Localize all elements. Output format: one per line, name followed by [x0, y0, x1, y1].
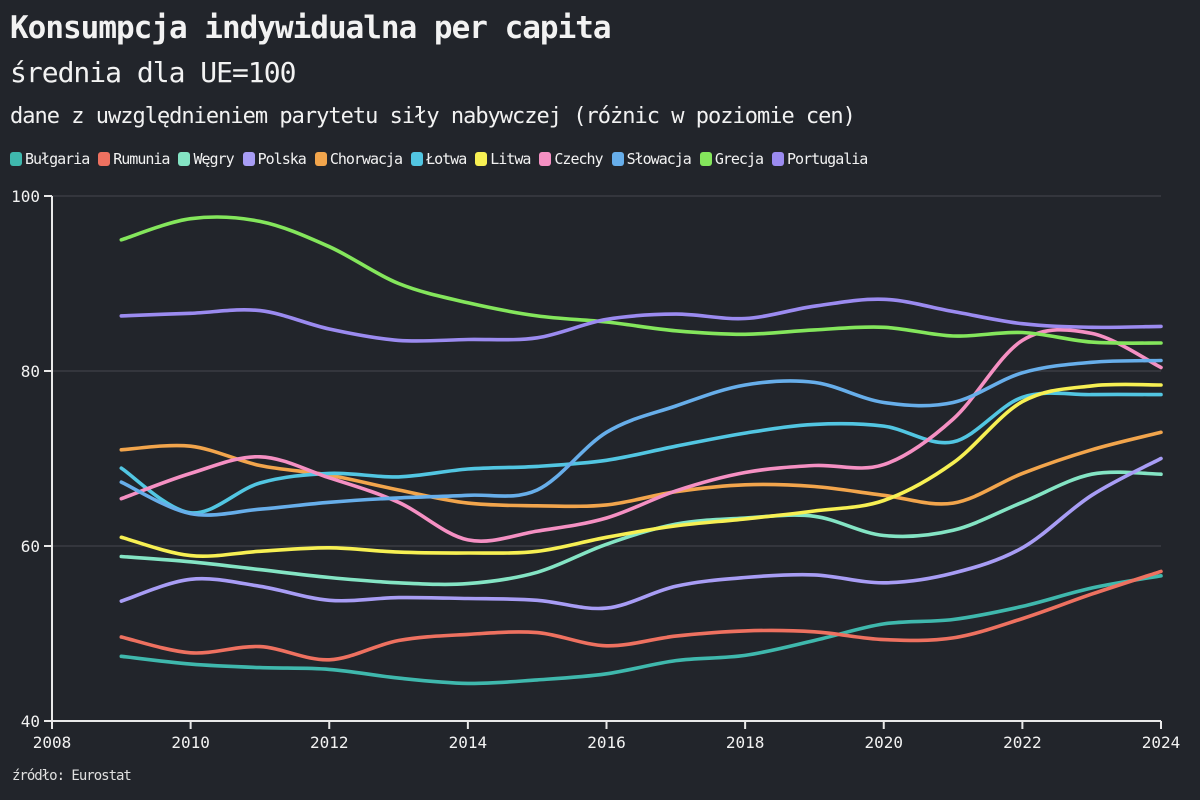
legend-label: Czechy: [554, 150, 603, 168]
chart-legend: Bułgaria Rumunia Węgry Polska Chorwacja Łotwa…: [10, 150, 868, 168]
legend-swatch-icon: [539, 152, 552, 166]
legend-swatch-icon: [699, 152, 712, 166]
legend-label: Węgry: [193, 150, 234, 168]
legend-label: Portugalia: [787, 150, 868, 168]
legend-swatch-icon: [10, 152, 22, 166]
x-tick-label: 2012: [310, 733, 349, 752]
legend-swatch-icon: [178, 152, 191, 166]
series-line-grecja[interactable]: [119, 215, 1163, 345]
legend-swatch-icon: [772, 152, 785, 166]
legend-swatch-icon: [611, 152, 624, 166]
legend-label: Litwa: [490, 150, 531, 168]
source-label: źródło: Eurostat: [12, 768, 132, 784]
legend-item-bułgaria[interactable]: Bułgaria: [10, 150, 90, 168]
x-tick-label: 2010: [171, 733, 210, 752]
y-tick-label: 80: [21, 362, 40, 381]
legend-item-łotwa[interactable]: Łotwa: [411, 150, 467, 168]
legend-label: Polska: [257, 150, 307, 168]
legend-swatch-icon: [242, 152, 255, 166]
x-tick-label: 2018: [726, 733, 765, 752]
legend-label: Słowacja: [626, 150, 692, 168]
legend-swatch-icon: [98, 152, 111, 166]
series-line-rumunia[interactable]: [119, 569, 1163, 662]
legend-item-czechy[interactable]: Czechy: [539, 150, 604, 168]
x-tick-label: 2014: [449, 733, 488, 752]
legend-label: Rumunia: [113, 150, 170, 168]
series-line-litwa[interactable]: [119, 382, 1163, 558]
series-line-bułgaria[interactable]: [119, 574, 1163, 686]
legend-label: Grecja: [714, 150, 764, 168]
legend-item-chorwacja[interactable]: Chorwacja: [314, 150, 403, 168]
series-line-chorwacja[interactable]: [119, 430, 1163, 509]
series-line-łotwa[interactable]: [119, 391, 1163, 515]
legend-swatch-icon: [475, 152, 488, 166]
legend-item-portugalia[interactable]: Portugalia: [772, 150, 868, 168]
legend-item-rumunia[interactable]: Rumunia: [98, 150, 170, 168]
series-line-czechy[interactable]: [119, 327, 1163, 543]
legend-label: Chorwacja: [329, 150, 403, 168]
legend-item-litwa[interactable]: Litwa: [475, 150, 531, 168]
series-line-polska[interactable]: [119, 456, 1163, 611]
y-tick-label: 100: [11, 187, 40, 206]
chart-title: Konsumpcja indywidualna per capita: [10, 10, 612, 46]
series-line-węgry[interactable]: [119, 470, 1163, 587]
chart-note: dane z uwzględnieniem parytetu siły naby…: [10, 104, 856, 129]
legend-item-polska[interactable]: Polska: [242, 150, 307, 168]
x-tick-label: 2020: [864, 733, 903, 752]
legend-item-słowacja[interactable]: Słowacja: [611, 150, 692, 168]
x-tick-label: 2022: [1003, 733, 1042, 752]
legend-swatch-icon: [314, 152, 327, 166]
series-line-słowacja[interactable]: [119, 358, 1163, 517]
legend-swatch-icon: [411, 152, 424, 166]
legend-label: Łotwa: [426, 150, 467, 168]
y-tick-label: 60: [21, 537, 40, 556]
y-tick-label: 40: [21, 712, 40, 731]
x-tick-label: 2008: [33, 733, 72, 752]
x-tick-label: 2016: [587, 733, 626, 752]
legend-item-węgry[interactable]: Węgry: [178, 150, 235, 168]
series-line-portugalia[interactable]: [119, 297, 1163, 343]
x-tick-label: 2024: [1142, 733, 1181, 752]
chart-subtitle: średnia dla UE=100: [10, 56, 296, 89]
legend-label: Bułgaria: [25, 150, 90, 168]
legend-item-grecja[interactable]: Grecja: [699, 150, 764, 168]
